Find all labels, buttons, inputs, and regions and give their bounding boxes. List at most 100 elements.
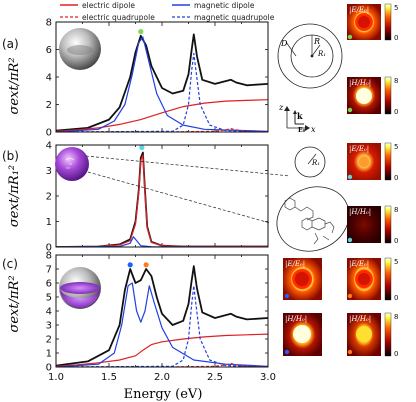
y-tick-label: 4 [46,307,52,318]
field-maps: |E/E₀| |H/H₀| |E/E₀| |H/H₀| |E/E₀| |H/H₀… [283,4,381,356]
y-tick-label: 6 [46,279,52,290]
ylabel-b: σext/πR₁² [7,165,22,227]
y-tick-label: 4 [46,73,52,84]
cbar-h-b-max: 8 [394,206,398,214]
y-tick-label: 1 [46,349,52,360]
x-tick-label: 1.0 [48,372,64,383]
cbar-h-c-min: 0 [394,350,398,358]
map-label-e-a: |E/E₀| [349,6,369,14]
x-tick-label: 3.0 [260,372,276,383]
geometry-schematic: D R R₁ z x k E₀ R₁ [85,23,350,252]
mode-marker [143,262,149,268]
nanoshell-illustration-a [59,28,101,70]
cbar-e-a-min: 0 [394,34,398,42]
cbar-h-a-min: 0 [394,108,398,116]
series-electric-dipole [56,99,268,132]
map-label-h-a: |H/H₀| [349,79,371,87]
series-electric-quadrupole [56,362,268,367]
molecule-outline [276,186,350,252]
chart-c: 0 1 2 3 4 5 6 7 8 1.0 1.5 2.0 2.5 3.0 [46,251,276,384]
plot-frame [55,254,269,368]
series-magnetic-dipole [56,36,268,132]
label-x: x [311,125,316,134]
map-label-h-b: |H/H₀| [349,208,371,216]
map-label-h-c-mode1: |H/H₀| [285,315,307,323]
xlabel: Energy (eV) [124,387,203,402]
y-tick-label: 4 [46,141,52,152]
y-tick-label: 3 [46,166,52,177]
y-tick-label: 2 [46,192,52,203]
label-e0: E₀ [298,127,306,134]
nanoshell-illustration-c [59,267,101,309]
nanoshell-illustration-b [55,147,89,181]
colorbar-e-b [384,142,392,181]
mode-marker [127,262,133,268]
colorbars: 5 0 8 0 5 0 8 0 5 0 8 0 [384,3,398,358]
colorbar-h-c [384,312,392,357]
label-r: R [313,37,320,46]
core-outline-b [294,146,326,178]
panel-label-a: (a) [2,37,19,51]
y-tick-label: 2 [46,100,52,111]
cbar-h-a-max: 8 [394,77,398,85]
y-tick-label: 0 [46,243,52,254]
legend-electric-quadrupole: electric quadrupole [82,13,155,22]
cbar-e-c-max: 5 [394,258,398,266]
label-r1-b: R₁ [311,159,320,167]
cbar-e-b-max: 5 [394,143,398,151]
colorbar-e-c [384,257,392,301]
cbar-h-c-max: 8 [394,313,398,321]
legend-magnetic-quadrupole: magnetic quadrupole [194,13,275,22]
legend-magnetic-dipole: magnetic dipole [194,1,255,10]
cbar-h-b-min: 0 [394,237,398,245]
y-tick-label: 8 [46,251,52,262]
mode-marker [138,29,144,35]
y-tick-label: 7 [46,265,52,276]
cbar-e-b-min: 0 [394,174,398,182]
map-label-e-c-mode2: |E/E₀| [349,260,369,268]
series-total [56,33,268,132]
cbar-e-c-min: 0 [394,294,398,302]
series-electric-dipole [56,333,268,367]
colorbar-e-a [384,3,392,41]
colorbar-h-a [384,76,392,115]
map-label-e-c-mode1: |E/E₀| [285,260,305,268]
plot-frame [55,21,269,133]
panel-label-b: (b) [2,149,19,163]
y-tick-label: 0 [46,128,52,139]
chart-b: 0 1 2 3 4 [46,141,269,254]
x-tick-label: 1.5 [101,372,117,383]
ylabel-a: σext/πR² [7,57,22,114]
x-tick-label: 2.5 [207,372,223,383]
x-tick-label: 2.0 [154,372,170,383]
y-tick-label: 3 [46,321,52,332]
label-k: k [297,111,303,121]
chart-a: 0 2 4 6 8 [46,18,269,139]
map-label-e-b: |E/E₀| [349,145,369,153]
panel-label-c: (c) [2,257,18,271]
y-tick-label: 6 [46,45,52,56]
mode-marker [139,144,145,151]
map-h-b [347,206,381,243]
map-label-h-c-mode2: |H/H₀| [349,315,371,323]
y-tick-label: 1 [46,217,52,228]
label-r1: R₁ [317,50,326,58]
outer-shell-outline [277,23,343,89]
legend: electric dipole electric quadrupole magn… [60,1,275,22]
legend-electric-dipole: electric dipole [82,1,135,10]
label-d: D [280,39,288,48]
series-magnetic-quadrupole [56,285,268,367]
label-z: z [278,103,284,112]
molecule-structure [284,197,335,245]
ylabel-c: σext/πR² [7,275,22,332]
colorbar-h-b [384,205,392,244]
cbar-e-a-max: 5 [394,4,398,12]
y-tick-label: 2 [46,335,52,346]
y-tick-label: 8 [46,18,52,29]
series-magnetic-dipole [56,282,268,367]
y-tick-label: 0 [46,363,52,374]
series-electric-quadrupole [56,128,268,132]
plot-frame [55,144,269,248]
series-magnetic-quadrupole [56,52,268,132]
